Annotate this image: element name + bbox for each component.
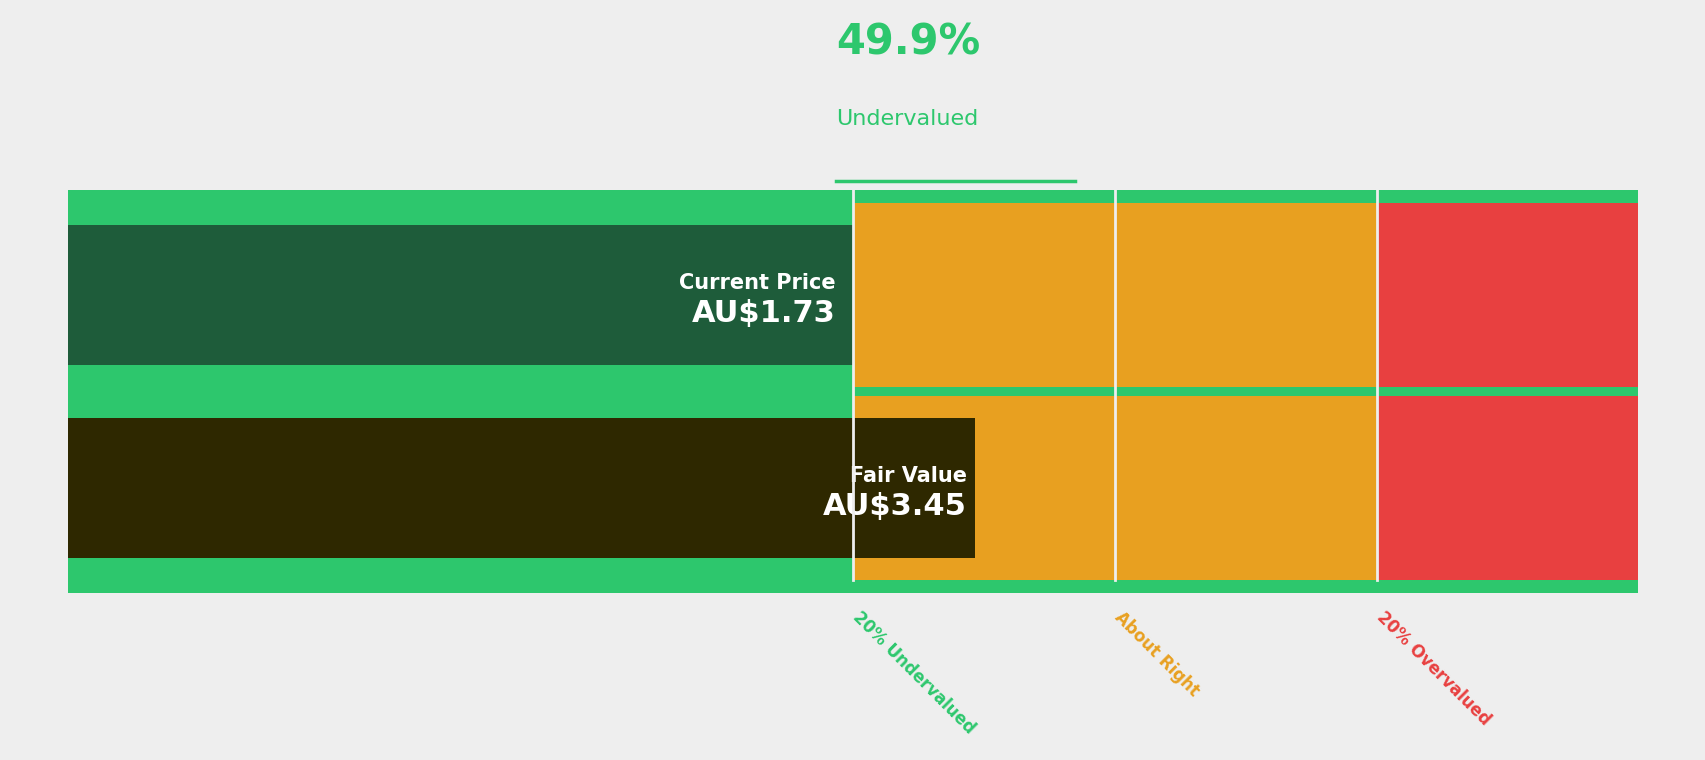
Text: 49.9%: 49.9% <box>835 22 980 64</box>
Text: Current Price: Current Price <box>679 273 835 293</box>
Bar <box>1376 396 1637 581</box>
Bar <box>68 581 1637 594</box>
Bar <box>68 225 853 366</box>
Text: AU$1.73: AU$1.73 <box>692 299 835 328</box>
Bar <box>1115 203 1376 388</box>
Bar <box>1376 203 1637 388</box>
Text: Undervalued: Undervalued <box>835 109 977 129</box>
Bar <box>852 396 1115 581</box>
Bar <box>68 388 1637 401</box>
Bar <box>852 203 1115 388</box>
Bar <box>1115 396 1376 581</box>
Bar <box>68 203 853 388</box>
Bar <box>68 383 1637 396</box>
Text: AU$3.45: AU$3.45 <box>822 492 967 521</box>
Bar <box>68 190 1637 203</box>
Bar <box>68 418 975 559</box>
Text: 20% Overvalued: 20% Overvalued <box>1373 608 1494 729</box>
Text: About Right: About Right <box>1110 608 1202 700</box>
Text: 20% Undervalued: 20% Undervalued <box>849 608 977 737</box>
Text: Fair Value: Fair Value <box>849 466 967 486</box>
Bar <box>68 396 853 581</box>
